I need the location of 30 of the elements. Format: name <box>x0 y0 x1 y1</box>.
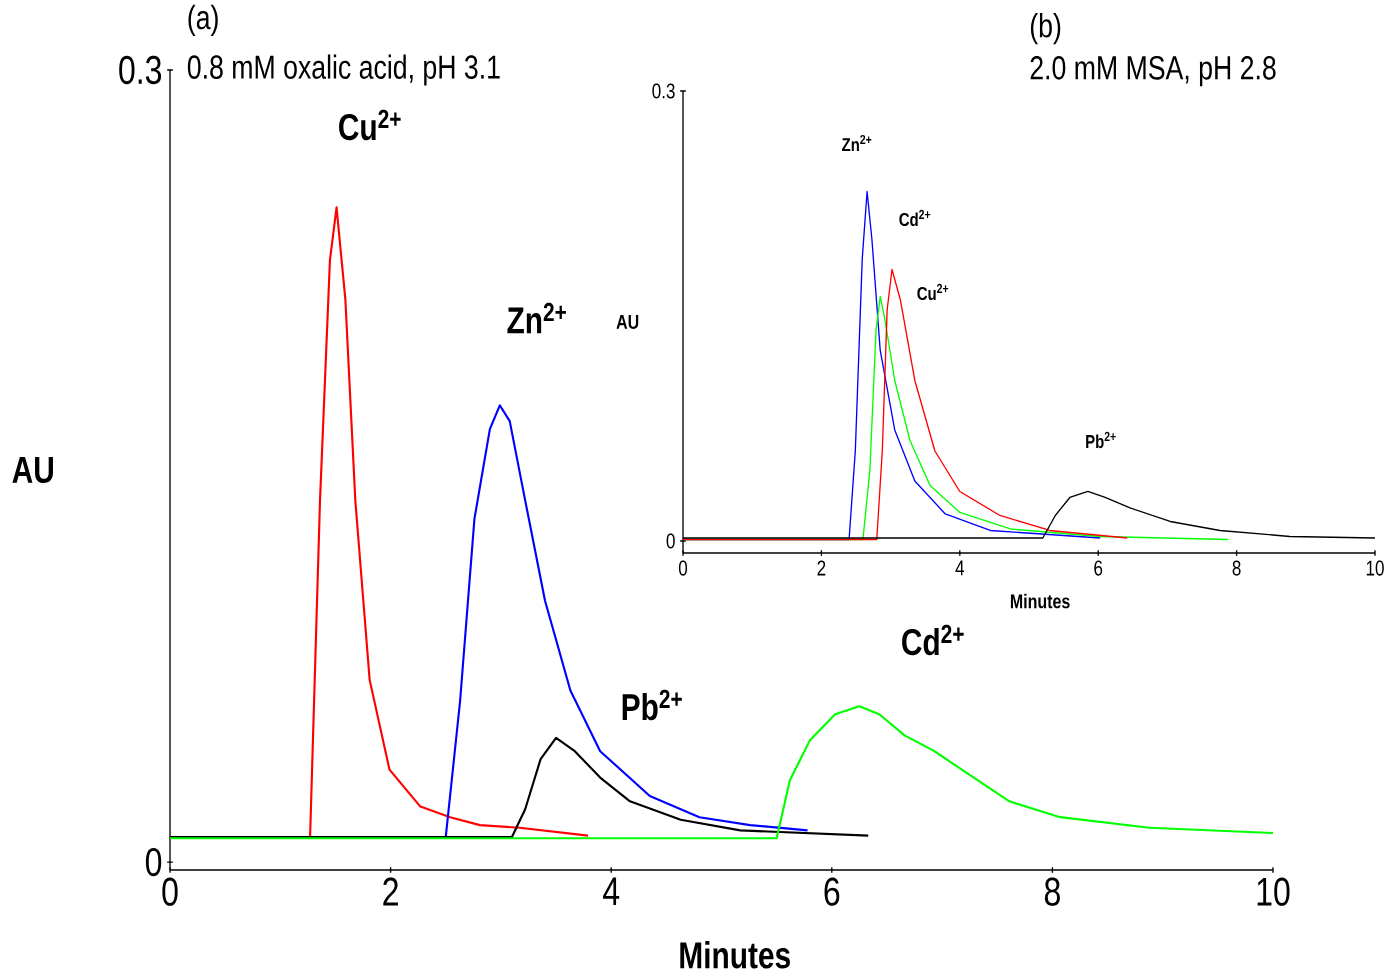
chart-title: (a) <box>188 4 218 36</box>
x-tick-label: 6 <box>824 877 840 906</box>
x-tick-label: 8 <box>1232 560 1241 576</box>
x-tick-label: 8 <box>1044 877 1060 906</box>
annotation: Pb$^{2+}$ <box>1086 431 1116 449</box>
y-axis-title: AU <box>616 315 639 329</box>
annotation: Cd$^{2+}$ <box>902 624 964 656</box>
y-tick-label: 0.3 <box>652 83 675 99</box>
x-axis-title: Minutes <box>680 941 790 969</box>
chart-subtitle: 2.0 mM MSA, pH 2.8 <box>1030 56 1276 87</box>
chart-subtitle: 0.8 mM oxalic acid, pH 3.1 <box>187 54 500 86</box>
x-axis-title: Minutes <box>1010 593 1070 609</box>
annotation: Pb$^{2+}$ <box>622 689 682 721</box>
x-tick-label: 4 <box>955 560 965 576</box>
x-tick-label: 0 <box>678 560 688 576</box>
annotation: Zn$^{2+}$ <box>507 302 566 334</box>
y-tick-label: 0.3 <box>119 55 162 85</box>
y-axis-title: AU <box>12 456 53 483</box>
annotation: Cu$^{2+}$ <box>339 109 401 141</box>
x-tick-label: 10 <box>1366 560 1384 576</box>
annotation: Zn$^{2+}$ <box>842 134 872 152</box>
line-series <box>682 268 1128 541</box>
x-tick-label: 6 <box>1094 560 1103 576</box>
annotation: Cd$^{2+}$ <box>899 209 931 227</box>
chart-title: (b) <box>1030 13 1061 45</box>
x-tick-label: 4 <box>603 877 620 906</box>
x-tick-label: 2 <box>383 877 398 906</box>
annotation: Cu$^{2+}$ <box>917 283 949 301</box>
x-tick-label: 10 <box>1257 877 1290 906</box>
x-tick-label: 2 <box>817 560 826 576</box>
